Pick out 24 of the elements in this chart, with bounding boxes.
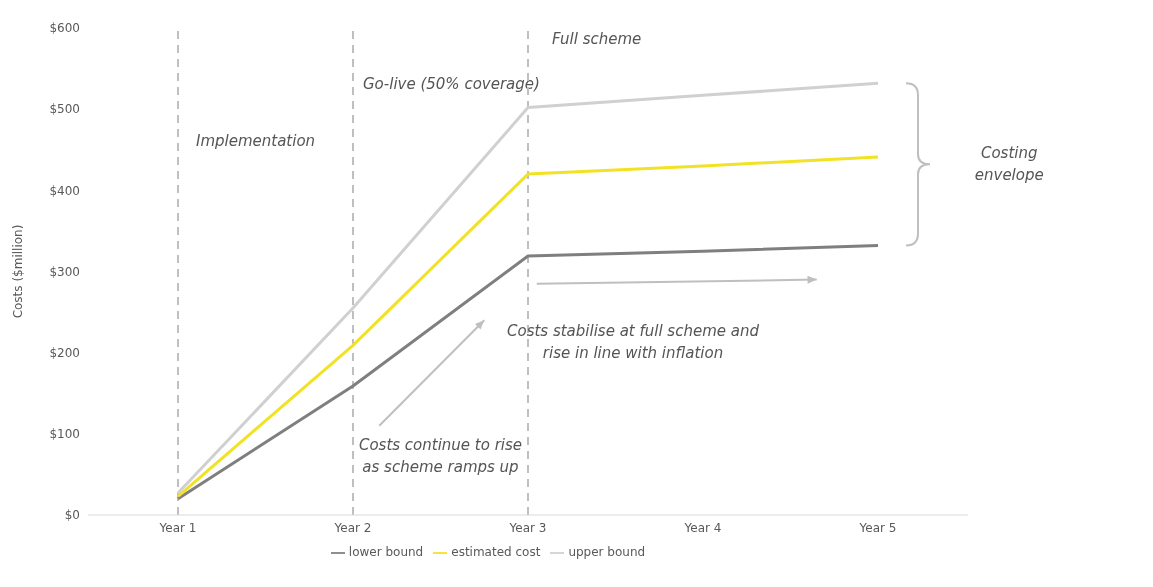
annotation: Costs continue to rise as scheme ramps up: [358, 436, 523, 477]
legend-label: estimated cost: [451, 545, 541, 559]
y-tick-label: $600: [49, 21, 80, 36]
x-tick-label: Year 1: [158, 520, 197, 535]
x-tick-label: Year 5: [858, 520, 897, 535]
ref-line-label: Full scheme: [552, 30, 642, 49]
text: Costing envelope: [974, 143, 1044, 184]
y-tick-label: $0: [64, 508, 80, 523]
ref-line-label: Implementation: [196, 131, 316, 150]
y-tick-label: $200: [49, 345, 80, 360]
legend-label: lower bound: [348, 545, 424, 559]
x-tick-label: Year 3: [508, 520, 547, 535]
y-tick-label: $100: [49, 427, 80, 442]
y-tick-label: $300: [49, 264, 80, 279]
legend-label: upper bound: [568, 545, 646, 559]
annotation: Costs stabilise at full scheme and rise in line with inflation: [506, 322, 760, 363]
y-tick-label: $500: [49, 102, 80, 117]
y-tick-label: $400: [49, 183, 80, 198]
line-series: [176, 155, 880, 498]
x-tick-label: Year 2: [333, 520, 372, 535]
ref-line-label: Go-live (50% coverage): [363, 74, 540, 93]
line-series: [176, 244, 880, 501]
y-axis-title: Costs ($million): [11, 224, 26, 319]
x-tick-label: Year 4: [683, 520, 722, 535]
